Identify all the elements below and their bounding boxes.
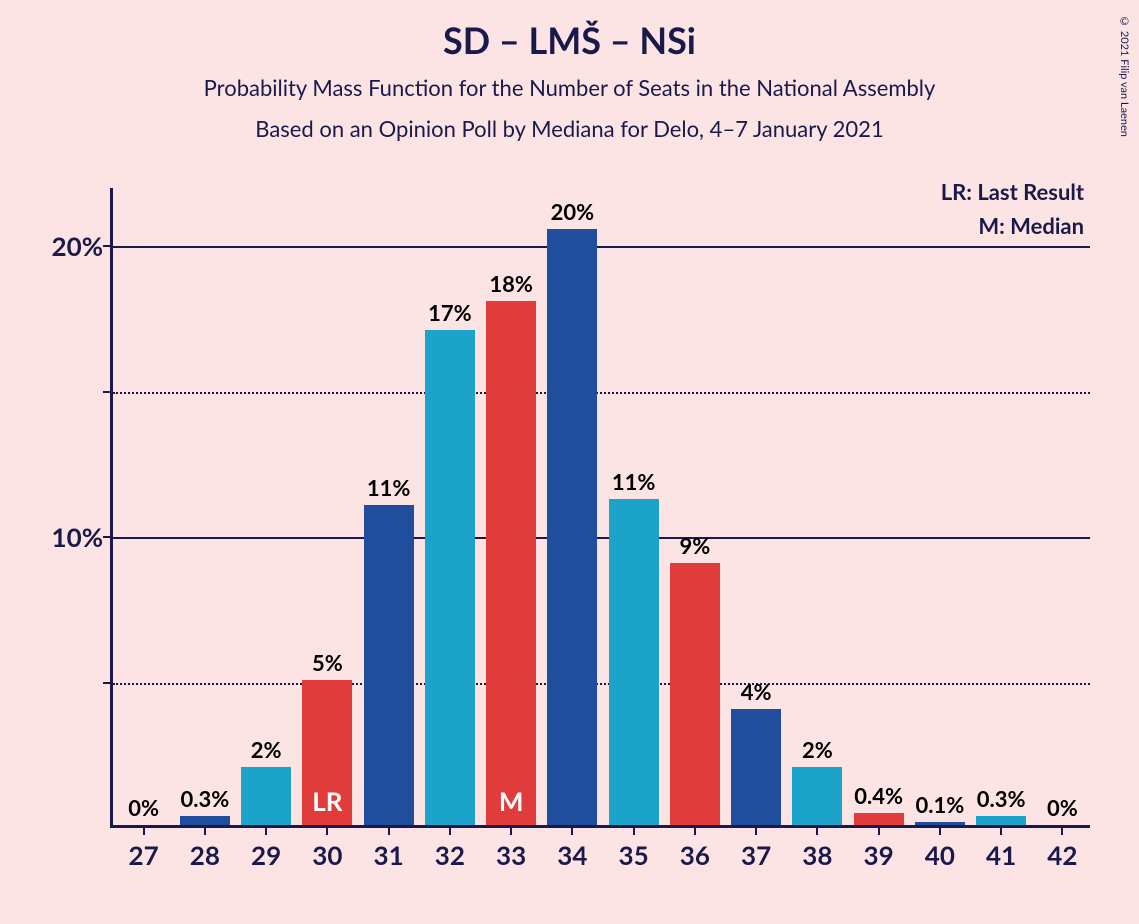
x-tick-mark bbox=[878, 825, 880, 835]
chart-subtitle-1: Probability Mass Function for the Number… bbox=[0, 74, 1139, 101]
bar: 18%M bbox=[486, 301, 536, 825]
bar-value-label: 9% bbox=[679, 532, 710, 559]
bar: 4% bbox=[731, 709, 781, 825]
x-tick-mark bbox=[755, 825, 757, 835]
x-tick-label: 37 bbox=[741, 839, 771, 871]
copyright-text: © 2021 Filip van Laenen bbox=[1118, 15, 1131, 137]
y-tick-mark bbox=[103, 391, 113, 393]
bar: 2% bbox=[241, 767, 291, 825]
x-tick-label: 42 bbox=[1047, 839, 1077, 871]
bar-value-label: 2% bbox=[251, 736, 282, 763]
x-tick-label: 29 bbox=[251, 839, 281, 871]
x-tick-mark bbox=[326, 825, 328, 835]
bar: 9% bbox=[670, 563, 720, 825]
x-tick-label: 35 bbox=[619, 839, 649, 871]
bar-value-label: 0% bbox=[128, 794, 159, 821]
bar-value-label: 0.3% bbox=[977, 785, 1026, 812]
x-tick-label: 27 bbox=[129, 839, 159, 871]
bar-value-label: 0.4% bbox=[854, 782, 903, 809]
bar-value-label: 2% bbox=[802, 736, 833, 763]
bar-value-label: 17% bbox=[428, 299, 472, 326]
x-tick-mark bbox=[1061, 825, 1063, 835]
x-tick-label: 34 bbox=[557, 839, 587, 871]
bar: 17% bbox=[425, 330, 475, 825]
x-tick-label: 31 bbox=[374, 839, 404, 871]
x-tick-mark bbox=[510, 825, 512, 835]
x-tick-mark bbox=[694, 825, 696, 835]
x-tick-mark bbox=[633, 825, 635, 835]
y-tick-mark bbox=[103, 682, 113, 684]
x-tick-label: 28 bbox=[190, 839, 220, 871]
bar: 0.3% bbox=[976, 816, 1026, 825]
bar-value-label: 20% bbox=[551, 198, 595, 225]
bar: 20% bbox=[547, 229, 597, 825]
x-tick-mark bbox=[1000, 825, 1002, 835]
bar-value-label: 11% bbox=[367, 474, 411, 501]
bar-inner-label: M bbox=[499, 785, 524, 817]
x-tick-mark bbox=[143, 825, 145, 835]
x-tick-mark bbox=[388, 825, 390, 835]
bar-inner-label: LR bbox=[312, 785, 342, 817]
y-tick-mark bbox=[103, 536, 113, 538]
x-tick-label: 38 bbox=[802, 839, 832, 871]
x-tick-label: 36 bbox=[680, 839, 710, 871]
bar: 0.4% bbox=[854, 813, 904, 825]
chart-title: SD – LMŠ – NSi bbox=[0, 0, 1139, 62]
bar-value-label: 18% bbox=[489, 270, 533, 297]
bar: 0.3% bbox=[180, 816, 230, 825]
bar: 11% bbox=[364, 505, 414, 825]
bar: 11% bbox=[609, 499, 659, 825]
x-tick-label: 32 bbox=[435, 839, 465, 871]
x-tick-mark bbox=[204, 825, 206, 835]
chart-subtitle-2: Based on an Opinion Poll by Mediana for … bbox=[0, 115, 1139, 142]
x-tick-label: 40 bbox=[925, 839, 955, 871]
bar: 5%LR bbox=[302, 680, 352, 825]
x-tick-mark bbox=[939, 825, 941, 835]
x-tick-mark bbox=[816, 825, 818, 835]
x-tick-label: 41 bbox=[986, 839, 1016, 871]
bar-value-label: 0.1% bbox=[915, 791, 964, 818]
chart-plot-area: LR: Last Result M: Median 10%20% 0%0.3%2… bbox=[110, 188, 1090, 828]
bar: 2% bbox=[792, 767, 842, 825]
bar-value-label: 0% bbox=[1047, 794, 1078, 821]
bars-container: 0%0.3%2%5%LR11%17%18%M20%11%9%4%2%0.4%0.… bbox=[113, 188, 1090, 825]
bar-value-label: 4% bbox=[741, 678, 772, 705]
x-tick-mark bbox=[571, 825, 573, 835]
x-tick-label: 39 bbox=[864, 839, 894, 871]
y-tick-mark bbox=[103, 245, 113, 247]
bar-value-label: 11% bbox=[612, 468, 656, 495]
y-tick-label: 20% bbox=[52, 230, 103, 262]
y-tick-label: 10% bbox=[52, 521, 103, 553]
bar-value-label: 0.3% bbox=[180, 785, 229, 812]
x-tick-label: 33 bbox=[496, 839, 526, 871]
x-tick-mark bbox=[449, 825, 451, 835]
x-tick-label: 30 bbox=[312, 839, 342, 871]
bar-value-label: 5% bbox=[312, 649, 343, 676]
x-tick-mark bbox=[265, 825, 267, 835]
